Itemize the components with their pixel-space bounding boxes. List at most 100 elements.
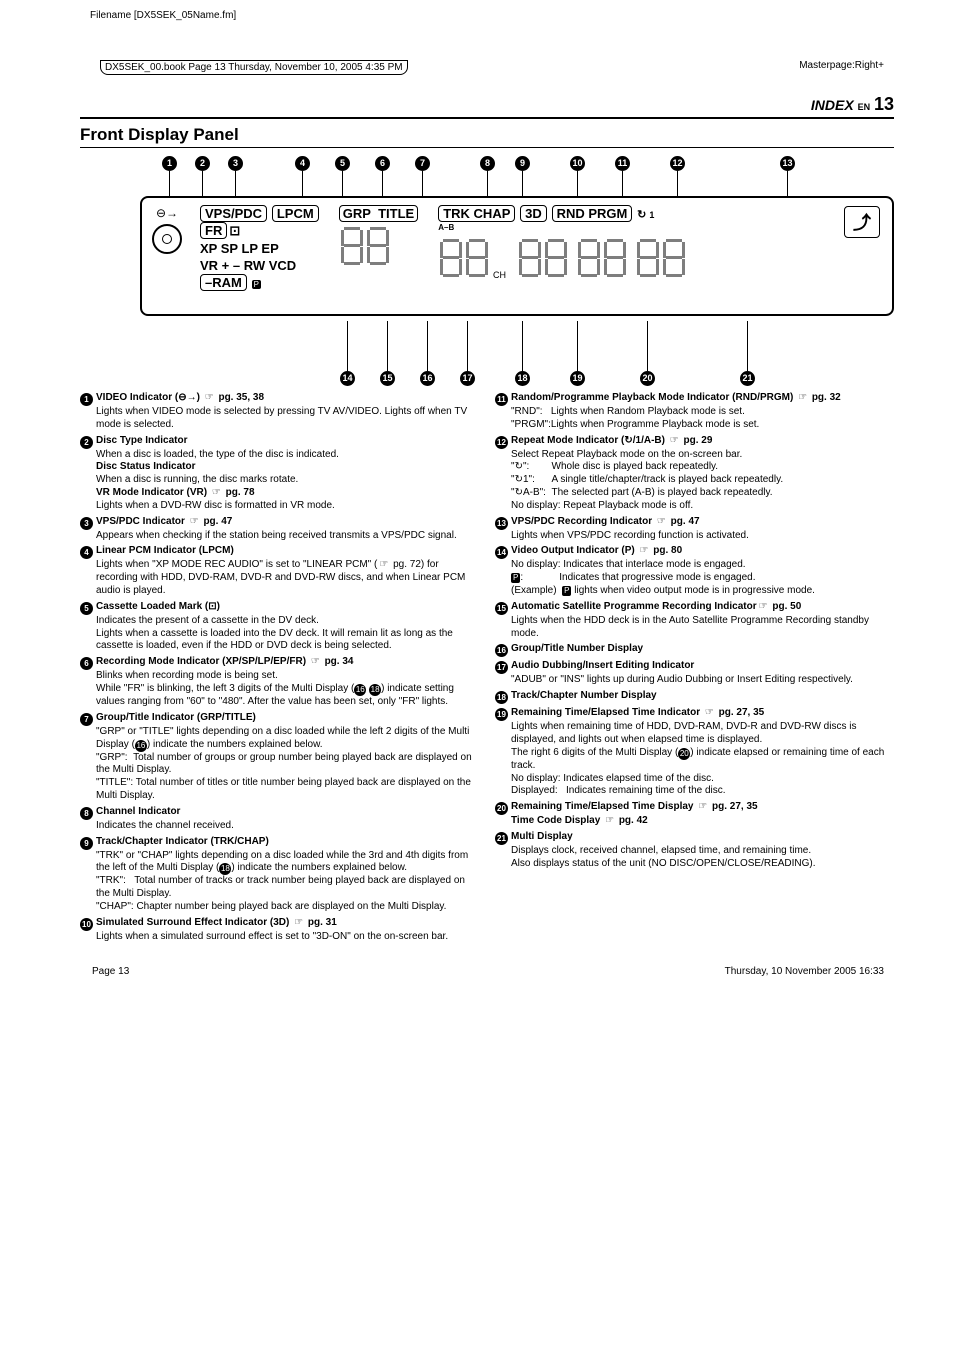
display-panel: ⊖→ VPS/PDC LPCM FR⊡ XP SP LP EP VR + – R… bbox=[140, 196, 894, 316]
item-body: Displays clock, received channel, elapse… bbox=[511, 845, 894, 871]
pointer-icon bbox=[292, 917, 305, 928]
item-title: Group/Title Indicator (GRP/TITLE) bbox=[96, 712, 256, 723]
page-ref: pg. 35, 38 bbox=[218, 392, 264, 403]
item-title: Linear PCM Indicator (LPCM) bbox=[96, 545, 234, 556]
item-num: 1 bbox=[80, 393, 93, 406]
item-num: 7 bbox=[80, 713, 93, 726]
item-num: 20 bbox=[495, 802, 508, 815]
label-lpcm: LPCM bbox=[272, 205, 319, 222]
prog-icon: P bbox=[252, 280, 261, 289]
callout-16: 16 bbox=[420, 371, 435, 386]
masterpage-label: Masterpage:Right+ bbox=[799, 60, 884, 71]
item-body: Blinks when recording mode is being set.… bbox=[96, 670, 479, 709]
item-body: Lights when "XP MODE REC AUDIO" is set t… bbox=[96, 559, 479, 597]
item-title: Audio Dubbing/Insert Editing Indicator bbox=[511, 660, 694, 671]
pointer-icon bbox=[188, 516, 201, 527]
label-grp: GRP bbox=[343, 206, 371, 221]
item-body: Indicates the present of a cassette in t… bbox=[96, 615, 479, 653]
desc-item-1: 1VIDEO Indicator (⊖→) pg. 35, 38Lights w… bbox=[80, 392, 479, 432]
item-num: 10 bbox=[80, 918, 93, 931]
item-title: Channel Indicator bbox=[96, 806, 180, 817]
item-num: 18 bbox=[495, 691, 508, 704]
callout-21: 21 bbox=[740, 371, 755, 386]
item-body: Lights when VPS/PDC recording function i… bbox=[511, 530, 894, 543]
desc-item-20: 20Remaining Time/Elapsed Time Display pg… bbox=[495, 801, 894, 828]
filename-label: Filename [DX5SEK_05Name.fm] bbox=[90, 10, 236, 21]
pointer-icon bbox=[668, 435, 681, 446]
item-body: Appears when checking if the station bei… bbox=[96, 530, 479, 543]
callout-5: 5 bbox=[335, 156, 350, 171]
item-title: Remaining Time/Elapsed Time Display bbox=[511, 801, 696, 812]
item-num: 4 bbox=[80, 546, 93, 559]
item-title: Random/Programme Playback Mode Indicator… bbox=[511, 392, 796, 403]
callout-19: 19 bbox=[570, 371, 585, 386]
item-title: Group/Title Number Display bbox=[511, 643, 643, 654]
item-body: "TRK" or "CHAP" lights depending on a di… bbox=[96, 850, 479, 914]
page-ref: pg. 31 bbox=[308, 917, 337, 928]
item-body: "RND": Lights when Random Playback mode … bbox=[511, 406, 894, 432]
rec-indicator-icon: ⤴ bbox=[844, 206, 880, 238]
pointer-icon bbox=[703, 707, 716, 718]
desc-item-12: 12Repeat Mode Indicator (↻/1/A-B) pg. 29… bbox=[495, 435, 894, 513]
index-pagenum: 13 bbox=[874, 94, 894, 114]
pointer-icon bbox=[309, 656, 322, 667]
item-body: No display: Indicates that interlace mod… bbox=[511, 559, 894, 597]
item-num: 11 bbox=[495, 393, 508, 406]
item-body: "ADUB" or "INS" lights up during Audio D… bbox=[511, 674, 894, 687]
callout-14: 14 bbox=[340, 371, 355, 386]
item-num: 16 bbox=[495, 644, 508, 657]
page-ref: pg. 50 bbox=[772, 601, 801, 612]
desc-item-21: 21Multi DisplayDisplays clock, received … bbox=[495, 831, 894, 871]
item-body: Lights when the HDD deck is in the Auto … bbox=[511, 615, 894, 641]
callout-13: 13 bbox=[780, 156, 795, 171]
page-ref: pg. 47 bbox=[671, 516, 700, 527]
callout-7: 7 bbox=[415, 156, 430, 171]
label-vrrw: VR + – RW VCD bbox=[200, 258, 321, 273]
item-num: 3 bbox=[80, 517, 93, 530]
item-num: 5 bbox=[80, 602, 93, 615]
left-column: 1VIDEO Indicator (⊖→) pg. 35, 38Lights w… bbox=[80, 392, 479, 947]
disc-icon bbox=[152, 224, 182, 254]
item-body: Time Code Display pg. 42 bbox=[511, 815, 894, 828]
pointer-icon bbox=[637, 545, 650, 556]
label-ch: CH bbox=[493, 270, 506, 280]
item-body: Indicates the channel received. bbox=[96, 820, 479, 833]
callout-12: 12 bbox=[670, 156, 685, 171]
page-ref: pg. 34 bbox=[325, 656, 354, 667]
page-ref: pg. 27, 35 bbox=[712, 801, 758, 812]
callout-20: 20 bbox=[640, 371, 655, 386]
callout-8: 8 bbox=[480, 156, 495, 171]
label-one: 1 bbox=[649, 210, 654, 220]
callout-3: 3 bbox=[228, 156, 243, 171]
footer-page: Page 13 bbox=[92, 966, 129, 977]
item-title: Automatic Satellite Programme Recording … bbox=[511, 601, 757, 612]
desc-item-11: 11Random/Programme Playback Mode Indicat… bbox=[495, 392, 894, 432]
callout-1: 1 bbox=[162, 156, 177, 171]
desc-item-14: 14Video Output Indicator (P) pg. 80No di… bbox=[495, 545, 894, 597]
item-num: 19 bbox=[495, 708, 508, 721]
callout-9: 9 bbox=[515, 156, 530, 171]
desc-item-18: 18Track/Chapter Number Display bbox=[495, 690, 894, 704]
item-num: 21 bbox=[495, 832, 508, 845]
callout-2: 2 bbox=[195, 156, 210, 171]
desc-item-5: 5Cassette Loaded Mark (⊡) Indicates the p… bbox=[80, 601, 479, 653]
frame-header: DX5SEK_00.book Page 13 Thursday, Novembe… bbox=[100, 60, 408, 75]
item-title: Simulated Surround Effect Indicator (3D) bbox=[96, 917, 292, 928]
pointer-icon bbox=[757, 601, 770, 612]
item-title: VPS/PDC Indicator bbox=[96, 516, 188, 527]
item-body: When a disc is loaded, the type of the d… bbox=[96, 449, 479, 513]
label-rndprgm: RND PRGM bbox=[552, 205, 633, 222]
item-num: 14 bbox=[495, 546, 508, 559]
label-ab: A–B bbox=[438, 223, 454, 232]
item-title: Recording Mode Indicator (XP/SP/LP/EP/FR… bbox=[96, 656, 309, 667]
desc-item-9: 9Track/Chapter Indicator (TRK/CHAP)"TRK"… bbox=[80, 836, 479, 914]
label-vpspdc: VPS/PDC bbox=[200, 205, 267, 222]
item-title: Cassette Loaded Mark (⊡) bbox=[96, 601, 220, 612]
callout-4: 4 bbox=[295, 156, 310, 171]
item-body: Lights when VIDEO mode is selected by pr… bbox=[96, 406, 479, 432]
item-num: 12 bbox=[495, 436, 508, 449]
display-diagram: 12345678910111213 ⊖→ VPS/PDC LPCM FR⊡ XP… bbox=[80, 156, 894, 386]
label-trkchap: TRK CHAP bbox=[438, 205, 515, 222]
desc-item-15: 15Automatic Satellite Programme Recordin… bbox=[495, 601, 894, 641]
pointer-icon bbox=[203, 392, 216, 403]
